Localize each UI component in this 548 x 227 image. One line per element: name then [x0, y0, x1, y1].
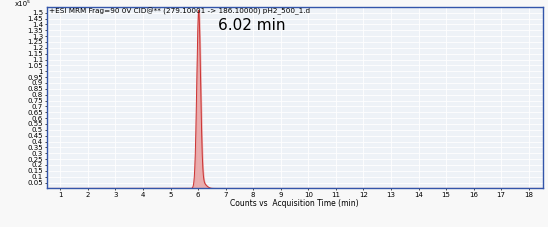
Text: +ESI MRM Frag=90 0V CID@** (279.10001 -> 186.10000) pH2_500_1.d: +ESI MRM Frag=90 0V CID@** (279.10001 ->… [49, 8, 310, 15]
Text: 6.02 min: 6.02 min [218, 18, 286, 33]
Text: x10⁵: x10⁵ [14, 1, 30, 7]
X-axis label: Counts vs  Acquisition Time (min): Counts vs Acquisition Time (min) [230, 199, 359, 208]
